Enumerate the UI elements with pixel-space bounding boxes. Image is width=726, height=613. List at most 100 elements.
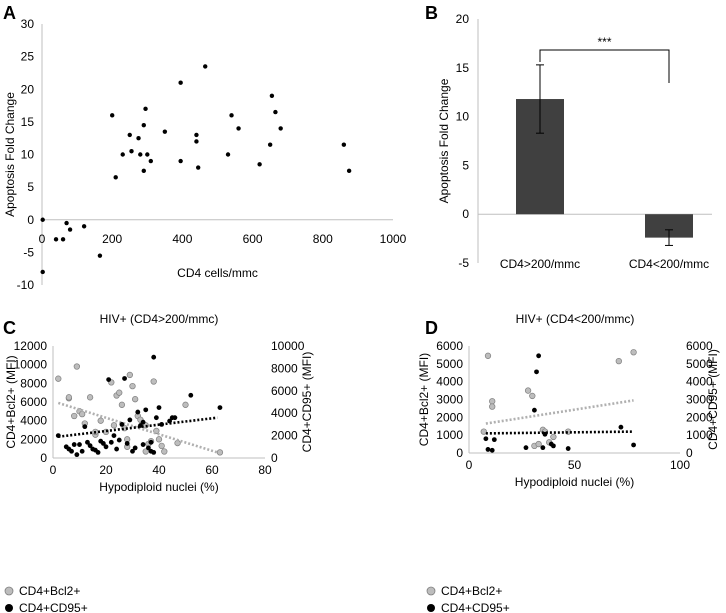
y-tick-label: 4000 [436, 375, 463, 389]
data-point [124, 441, 130, 446]
x-axis-title: CD4 cells/mmc [177, 266, 258, 280]
y-tick-label: 10000 [14, 358, 48, 372]
y2-tick-label: 2000 [686, 410, 713, 424]
y2-tick-label: 2000 [271, 429, 298, 443]
chart-title: HIV+ (CD4<200/mmc) [516, 312, 635, 326]
panel-label-d: D [425, 318, 438, 338]
data-point [158, 442, 165, 450]
data-point [97, 417, 104, 424]
data-point [540, 445, 546, 451]
y-tick-label: 3000 [436, 393, 463, 407]
x-tick-label: 400 [172, 232, 192, 246]
y-tick-label: 10 [456, 110, 470, 124]
y-tick-label: 2000 [436, 410, 463, 424]
data-point [178, 158, 183, 164]
data-point [225, 152, 231, 157]
data-point [150, 378, 157, 385]
y-tick-label: 0 [40, 451, 47, 465]
data-point [74, 452, 80, 458]
data-point [618, 424, 624, 430]
data-point [81, 224, 87, 229]
data-point [489, 403, 496, 410]
data-point [136, 135, 141, 141]
data-point [97, 253, 103, 258]
x-tick-label: 60 [205, 463, 219, 477]
data-point [489, 398, 496, 405]
data-point [95, 450, 101, 455]
y-tick-label: 8000 [20, 376, 47, 390]
x-tick-label: CD4>200/mmc [500, 257, 580, 271]
panel-d: D HIV+ (CD4<200/mmc)010002000300040005000… [417, 312, 720, 613]
y2-tick-label: 8000 [271, 361, 298, 375]
data-point [71, 442, 77, 447]
y2-axis-title: CD4+CD95+ (MFI) [706, 349, 720, 450]
data-point [216, 449, 224, 456]
x-tick-label: 1000 [380, 232, 407, 246]
data-point [565, 446, 571, 451]
legend-label: CD4+Bcl2+ [19, 584, 80, 598]
y-tick-label: -5 [458, 256, 469, 270]
data-point [60, 237, 66, 242]
trend-line [485, 430, 634, 435]
data-point [484, 352, 492, 359]
data-point [67, 227, 73, 232]
data-point [273, 109, 278, 115]
x-tick-label: 0 [50, 463, 57, 477]
data-point [126, 371, 134, 379]
data-point [151, 450, 157, 455]
data-point [141, 122, 146, 128]
data-point [86, 394, 94, 401]
data-point [524, 387, 532, 394]
data-point [534, 369, 539, 375]
data-point [103, 444, 109, 450]
data-point [172, 415, 178, 421]
x-tick-label: 50 [568, 458, 582, 472]
y2-tick-label: 0 [271, 451, 278, 465]
data-point [161, 448, 168, 455]
legend-marker [426, 586, 436, 596]
data-point [138, 152, 143, 157]
y2-tick-label: 6000 [686, 339, 713, 353]
data-point [236, 126, 241, 131]
data-point [78, 410, 86, 418]
data-point [269, 93, 275, 98]
y-tick-label: 5 [27, 180, 34, 194]
x-axis-title: Hypodiploid nuclei (%) [99, 480, 218, 494]
y-tick-label: 30 [21, 17, 35, 31]
data-point [156, 405, 162, 410]
y2-tick-label: 0 [686, 446, 693, 460]
data-point [111, 433, 117, 438]
data-point [346, 168, 352, 174]
data-point [536, 353, 542, 359]
y-tick-label: 15 [456, 61, 470, 75]
legend-marker [5, 604, 13, 612]
x-tick-label: 100 [670, 458, 690, 472]
x-tick-label: 800 [313, 232, 333, 246]
y-tick-label: 20 [21, 82, 35, 96]
data-point [229, 113, 234, 118]
panel-label-a: A [3, 3, 16, 23]
data-point [153, 415, 159, 421]
y2-axis-title: CD4+CD95+ (MFI) [300, 352, 314, 453]
chart-title: HIV+ (CD4>200/mmc) [100, 312, 219, 326]
data-point [110, 113, 115, 118]
data-point [194, 132, 199, 138]
y-tick-label: 6000 [20, 395, 47, 409]
data-point [491, 437, 497, 443]
data-point [485, 447, 491, 452]
y2-tick-label: 4000 [686, 375, 713, 389]
data-point [188, 392, 194, 398]
data-point [278, 126, 283, 131]
y-axis-title: Apoptosis Fold Change [3, 92, 17, 217]
data-point [73, 363, 80, 370]
y2-tick-label: 1000 [686, 428, 713, 442]
y-tick-label: 10 [21, 148, 35, 162]
data-point [551, 443, 556, 449]
y-axis-title: CD4+Bcl2+ (MFI) [417, 353, 431, 446]
data-point [82, 424, 88, 430]
data-point [182, 401, 189, 408]
data-point [148, 439, 154, 445]
panel-a: A -10 -5 0 5 10 15 20 25 30 0 200 400 600 800 1000 CD4 c… [3, 3, 407, 292]
data-point [143, 407, 149, 413]
